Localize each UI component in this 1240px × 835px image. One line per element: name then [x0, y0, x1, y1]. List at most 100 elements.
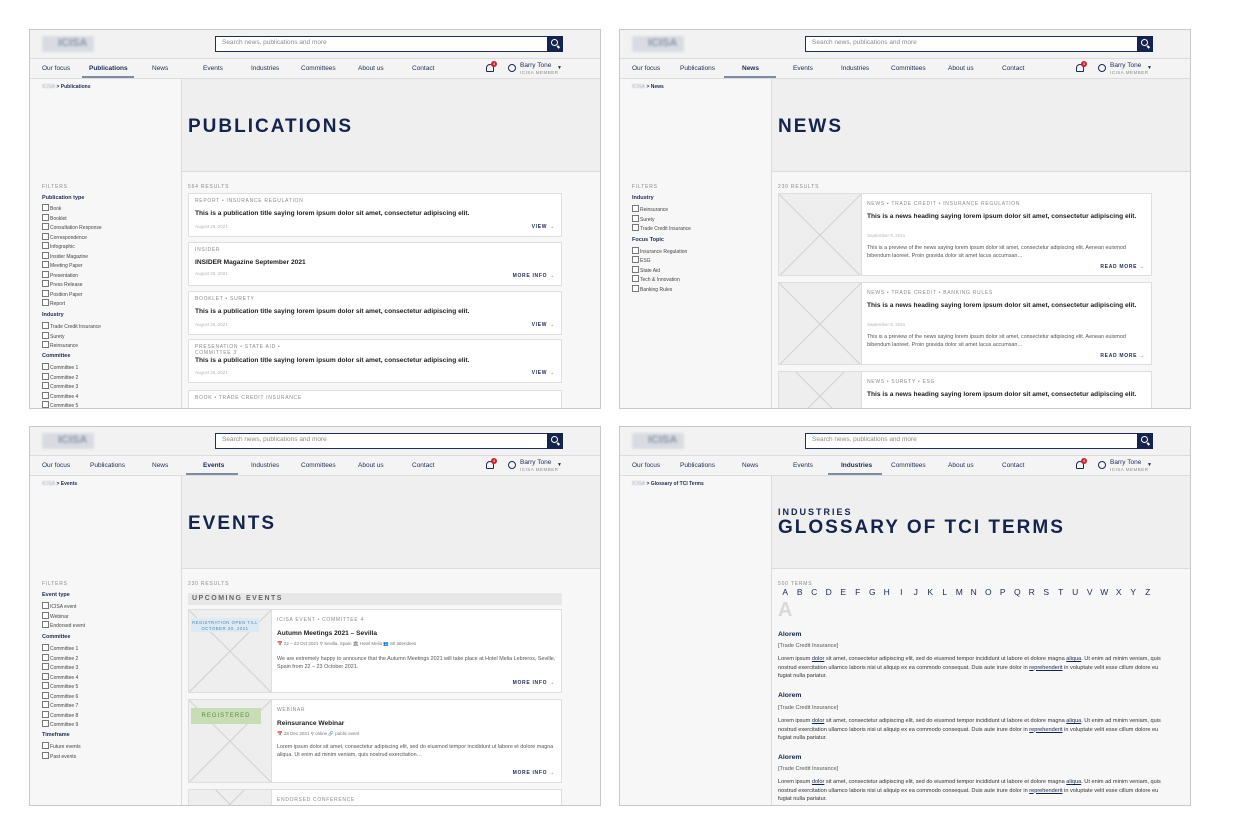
- user-name[interactable]: Barry Tone: [520, 62, 552, 69]
- user-icon[interactable]: [1098, 64, 1106, 72]
- letter-link[interactable]: T: [1058, 587, 1064, 597]
- letter-link[interactable]: F: [855, 587, 861, 597]
- publication-card[interactable]: INSIDER INSIDER Magazine September 2021 …: [188, 242, 562, 286]
- filter-checkbox[interactable]: Committee 4: [42, 673, 78, 681]
- nav-contact[interactable]: Contact: [412, 65, 435, 72]
- definition-link[interactable]: dolor: [811, 656, 825, 662]
- filter-checkbox[interactable]: Committee 5: [42, 682, 78, 690]
- user-icon[interactable]: [508, 461, 516, 469]
- chevron-down-icon[interactable]: ▼: [557, 65, 562, 71]
- view-button[interactable]: VIEW →: [531, 370, 555, 376]
- definition-link[interactable]: dolor: [811, 718, 825, 724]
- user-icon[interactable]: [508, 64, 516, 72]
- filter-checkbox[interactable]: Report: [42, 299, 65, 307]
- letter-link[interactable]: O: [984, 587, 992, 597]
- nav-events[interactable]: Events: [793, 65, 813, 72]
- filter-checkbox[interactable]: Committee 8: [42, 711, 78, 719]
- search-input[interactable]: Search news, publications and more: [215, 36, 563, 52]
- filter-checkbox[interactable]: Reinsurance: [632, 205, 668, 213]
- filter-checkbox[interactable]: ICISA event: [42, 602, 76, 610]
- nav-our-focus[interactable]: Our focus: [632, 462, 661, 469]
- filter-checkbox[interactable]: Committee 4: [42, 392, 78, 400]
- filter-checkbox[interactable]: Booklet: [42, 214, 67, 222]
- filter-checkbox[interactable]: Committee 1: [42, 644, 78, 652]
- nav-contact[interactable]: Contact: [1002, 462, 1025, 469]
- letter-link[interactable]: H: [883, 587, 890, 597]
- filter-checkbox[interactable]: Committee 7: [42, 701, 78, 709]
- event-card[interactable]: ENDORSED CONFERENCE: [188, 789, 562, 805]
- letter-link[interactable]: L: [942, 587, 948, 597]
- filter-checkbox[interactable]: ESG: [632, 256, 651, 264]
- nav-publications[interactable]: Publications: [89, 65, 128, 72]
- filter-checkbox[interactable]: Committee 3: [42, 382, 78, 390]
- publication-card[interactable]: PRESENATION • STATE AID • COMMITTEE 3 Th…: [188, 339, 562, 383]
- nav-publications[interactable]: Publications: [680, 462, 716, 469]
- letter-link[interactable]: J: [913, 587, 918, 597]
- filter-checkbox[interactable]: Surety: [42, 332, 64, 340]
- nav-our-focus[interactable]: Our focus: [42, 462, 71, 469]
- news-card[interactable]: NEWS • TRADE CREDIT • BANKING RULES This…: [778, 282, 1152, 365]
- chevron-down-icon[interactable]: ▼: [557, 462, 562, 468]
- filter-checkbox[interactable]: Trade Credit Insurance: [42, 322, 101, 330]
- nav-committees[interactable]: Committees: [301, 65, 336, 72]
- filter-checkbox[interactable]: Presentation: [42, 271, 78, 279]
- search-input[interactable]: Search news, publications and more: [805, 433, 1153, 449]
- user-name[interactable]: Barry Tone: [1110, 62, 1142, 69]
- more-info-button[interactable]: MORE INFO →: [512, 680, 555, 686]
- view-button[interactable]: VIEW →: [531, 322, 555, 328]
- filter-checkbox[interactable]: Committee 2: [42, 373, 78, 381]
- nav-news[interactable]: News: [742, 65, 759, 72]
- letter-link[interactable]: Z: [1145, 587, 1151, 597]
- filter-checkbox[interactable]: Banking Rules: [632, 285, 672, 293]
- letter-link[interactable]: B: [796, 587, 803, 597]
- filter-checkbox[interactable]: Book: [42, 204, 61, 212]
- definition-link[interactable]: aliqua: [1066, 779, 1082, 785]
- nav-about-us[interactable]: About us: [358, 65, 384, 72]
- filter-checkbox[interactable]: Surety: [632, 215, 654, 223]
- bell-icon[interactable]: 4: [486, 458, 497, 469]
- news-card[interactable]: NEWS • SURETY • ESG This is a news headi…: [778, 371, 1152, 408]
- letter-link[interactable]: E: [840, 587, 847, 597]
- chevron-down-icon[interactable]: ▼: [1147, 462, 1152, 468]
- view-button[interactable]: VIEW →: [531, 224, 555, 230]
- letter-link[interactable]: R: [1028, 587, 1035, 597]
- icisa-logo[interactable]: ICISA: [632, 433, 684, 449]
- letter-link[interactable]: Y: [1130, 587, 1137, 597]
- user-icon[interactable]: [1098, 461, 1106, 469]
- letter-link[interactable]: Q: [1013, 587, 1021, 597]
- event-card[interactable]: REGISTRATION OPEN TILL OCTOBER 20, 2021 …: [188, 609, 562, 693]
- bell-icon[interactable]: 4: [1076, 61, 1087, 72]
- publication-card[interactable]: BOOK • TRADE CREDIT INSURANCE: [188, 390, 562, 408]
- filter-checkbox[interactable]: Committee 1: [42, 363, 78, 371]
- filter-checkbox[interactable]: Trade Credit Insurance: [632, 224, 691, 232]
- event-card[interactable]: REGISTERED WEBINAR Reinsurance Webinar 📅…: [188, 699, 562, 783]
- nav-committees[interactable]: Committees: [891, 462, 926, 469]
- nav-committees[interactable]: Committees: [301, 462, 336, 469]
- letter-link[interactable]: G: [868, 587, 876, 597]
- definition-link[interactable]: aliqua: [1066, 718, 1082, 724]
- nav-contact[interactable]: Contact: [412, 462, 435, 469]
- bell-icon[interactable]: 4: [1076, 458, 1087, 469]
- definition-link[interactable]: reprehenderit: [1029, 787, 1063, 794]
- filter-checkbox[interactable]: Position Paper: [42, 290, 83, 298]
- letter-link[interactable]: D: [825, 587, 832, 597]
- search-input[interactable]: Search news, publications and more: [215, 433, 563, 449]
- filter-checkbox[interactable]: Committee 2: [42, 654, 78, 662]
- filter-checkbox[interactable]: Committee 9: [42, 720, 78, 728]
- definition-link[interactable]: dolor: [811, 779, 825, 785]
- nav-news[interactable]: News: [742, 462, 759, 469]
- filter-checkbox[interactable]: Endorsed event: [42, 621, 85, 629]
- publication-card[interactable]: REPORT • INSURANCE REGULATION This is a …: [188, 193, 562, 237]
- filter-checkbox[interactable]: Future events: [42, 742, 81, 750]
- news-card[interactable]: NEWS • TRADE CREDIT • INSURANCE REGULATI…: [778, 193, 1152, 276]
- bell-icon[interactable]: 4: [486, 61, 497, 72]
- filter-checkbox[interactable]: Committee 6: [42, 692, 78, 700]
- search-icon[interactable]: [547, 433, 563, 449]
- filter-checkbox[interactable]: Insider Magazine: [42, 252, 88, 260]
- search-icon[interactable]: [1137, 433, 1153, 449]
- filter-checkbox[interactable]: Correspondence: [42, 233, 87, 241]
- user-name[interactable]: Barry Tone: [1110, 459, 1142, 466]
- nav-industries[interactable]: Industries: [841, 462, 873, 469]
- nav-industries[interactable]: Industries: [841, 65, 870, 72]
- filter-checkbox[interactable]: Meeting Paper: [42, 261, 83, 269]
